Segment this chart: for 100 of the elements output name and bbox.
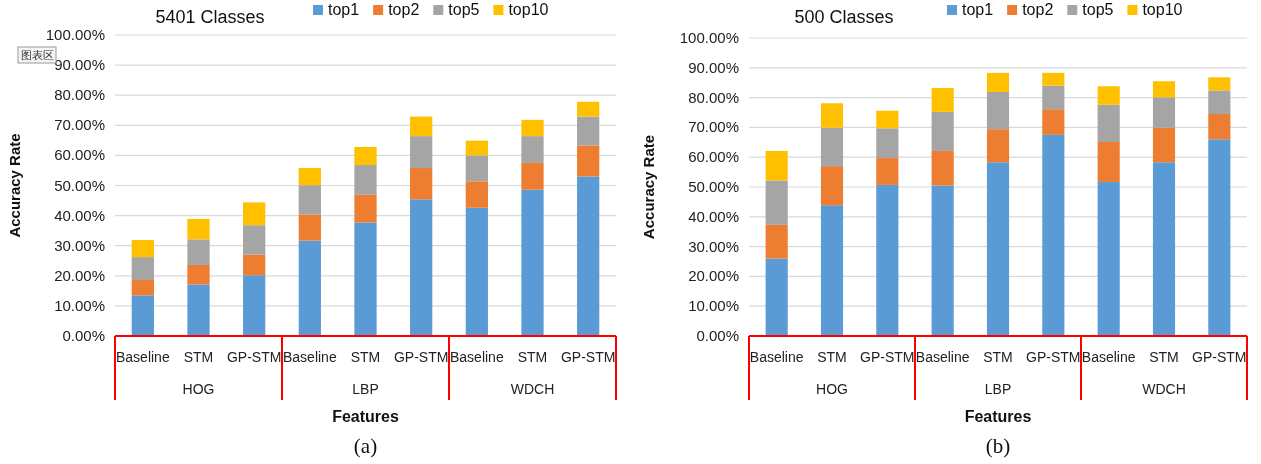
bar <box>986 91 1010 130</box>
x-tick-label: Baseline <box>115 349 170 365</box>
bar <box>410 116 433 137</box>
y-tick-label: 70.00% <box>688 118 739 136</box>
x-tick-label: Baseline <box>749 349 804 365</box>
legend-label: top1 <box>328 1 360 18</box>
bar <box>876 184 899 336</box>
bar <box>354 194 377 223</box>
y-tick-label: 10.00% <box>688 297 739 315</box>
text: WDCH <box>1142 381 1186 397</box>
bar <box>931 111 954 151</box>
x-axis-title: Features <box>332 408 399 425</box>
legend-label: top2 <box>1022 1 1054 18</box>
x-tick-label: Baseline <box>1081 349 1136 365</box>
bar <box>243 254 266 276</box>
text: WDCH <box>510 381 555 397</box>
bar <box>1097 142 1120 182</box>
y-tick-label: 80.00% <box>688 88 739 106</box>
bar <box>931 88 954 112</box>
bar <box>820 166 844 206</box>
x-tick-label: Baseline <box>449 349 504 365</box>
text: LBP <box>352 381 379 397</box>
bar <box>187 264 210 285</box>
x-tick-label: GP-STM <box>1026 349 1081 365</box>
x-tick-label: GP-STM <box>860 349 915 365</box>
y-tick-label: 50.00% <box>688 178 739 195</box>
y-tick-label: 40.00% <box>688 207 739 225</box>
bar <box>131 239 154 258</box>
y-tick-label: 100.00% <box>679 29 739 46</box>
bar <box>1152 81 1176 98</box>
y-tick-label: 50.00% <box>54 176 105 194</box>
x-tick-label: GP-STM <box>1192 349 1247 365</box>
bar <box>187 239 210 265</box>
bar <box>521 119 544 137</box>
bar <box>577 176 600 336</box>
y-tick-label: 80.00% <box>54 86 105 104</box>
bar <box>577 116 600 146</box>
bar <box>298 214 321 241</box>
y-tick-label: 90.00% <box>688 58 739 76</box>
bar <box>820 205 844 336</box>
bar <box>187 284 210 336</box>
bar <box>187 218 210 240</box>
bar <box>876 110 899 129</box>
y-axis-title: Accuracy Rate <box>640 134 657 240</box>
bar <box>1208 90 1231 114</box>
x-tick-label: GP-STM <box>560 349 616 365</box>
x-tick-label: STM <box>1149 349 1179 365</box>
bar <box>1097 104 1120 142</box>
text: HOG <box>816 381 848 397</box>
bar <box>1097 181 1120 336</box>
bar <box>131 280 154 296</box>
x-tick-label: GP-STM <box>393 349 449 365</box>
x-tick-label: STM <box>183 349 214 365</box>
y-tick-label: 90.00% <box>54 56 105 74</box>
bar <box>243 202 266 226</box>
bar <box>765 150 788 181</box>
bar <box>986 129 1010 163</box>
bar <box>298 185 321 215</box>
bar <box>765 258 788 336</box>
text: (a) <box>353 434 378 458</box>
bar <box>1208 77 1231 91</box>
legend-label: top10 <box>1142 1 1183 18</box>
bar <box>131 257 154 281</box>
y-tick-label: 30.00% <box>688 237 739 255</box>
y-tick-label: 70.00% <box>54 116 105 134</box>
x-tick-label: Baseline <box>282 349 337 365</box>
y-axis-title: Accuracy Rate <box>6 133 23 238</box>
bar <box>1208 139 1231 336</box>
legend-label: top2 <box>388 1 420 18</box>
y-tick-label: 30.00% <box>54 236 105 254</box>
y-tick-label: 60.00% <box>54 146 105 164</box>
bar <box>577 145 600 177</box>
bar <box>243 275 266 336</box>
bar <box>521 136 544 163</box>
x-axis-title: Features <box>964 408 1032 425</box>
bar <box>465 140 488 156</box>
bar <box>1042 109 1065 135</box>
bar <box>298 240 321 336</box>
chart-title: 500 Classes <box>794 7 894 27</box>
bar <box>465 181 488 208</box>
bar <box>931 150 954 186</box>
bar <box>1042 85 1065 110</box>
bar <box>465 207 488 336</box>
bar <box>765 180 788 225</box>
y-tick-label: 60.00% <box>688 148 739 166</box>
bar <box>410 199 433 336</box>
text: 图表区 <box>20 49 54 62</box>
y-tick-label: 100.00% <box>45 26 105 43</box>
y-tick-label: 10.00% <box>54 296 105 314</box>
text: HOG <box>182 381 215 397</box>
text: (b) <box>985 434 1011 458</box>
x-tick-label: STM <box>350 349 381 365</box>
y-tick-label: 20.00% <box>54 266 105 284</box>
legend-label: top10 <box>508 1 549 18</box>
bar <box>410 168 433 200</box>
bar <box>820 127 844 167</box>
bar <box>521 189 544 336</box>
y-tick-label: 40.00% <box>54 206 105 224</box>
bar <box>354 222 377 336</box>
bar <box>131 295 154 336</box>
